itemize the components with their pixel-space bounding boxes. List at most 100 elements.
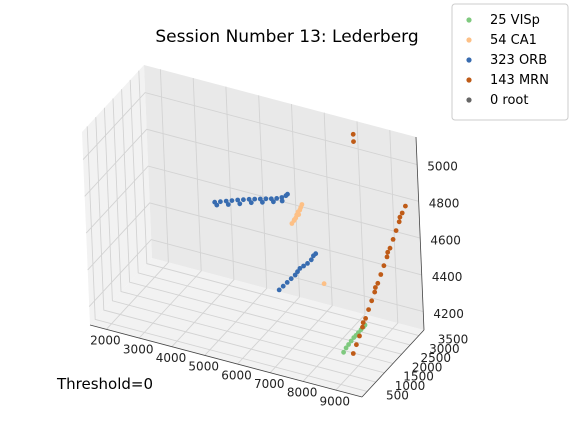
data-point: [363, 316, 368, 321]
data-point: [237, 201, 243, 207]
chart-title: Session Number 13: Lederberg: [155, 27, 418, 47]
data-point: [229, 198, 235, 204]
data-point: [350, 131, 356, 137]
legend-marker: [466, 97, 472, 103]
data-point: [297, 266, 303, 271]
x-tick-label: 8000: [287, 386, 318, 400]
y-tick-label: 3500: [438, 333, 469, 347]
legend-marker: [466, 57, 472, 63]
legend-label: 0 root: [490, 93, 528, 108]
legend-label: 323 ORB: [490, 53, 547, 68]
y-tick-label: 1000: [395, 379, 426, 393]
data-point: [252, 196, 258, 202]
data-point: [372, 289, 378, 295]
legend-label: 25 VISp: [490, 13, 540, 28]
data-point: [295, 269, 300, 275]
z-grid-line: [85, 165, 421, 239]
data-point: [279, 195, 285, 200]
y-tick-label: 2000: [412, 360, 443, 374]
data-point: [292, 217, 297, 223]
data-point: [308, 257, 314, 263]
legend-label: 143 MRN: [490, 73, 549, 88]
data-point: [288, 276, 294, 282]
data-point: [305, 261, 310, 266]
y-tick-label: 3000: [429, 342, 460, 356]
data-point: [301, 263, 306, 269]
z-axis-line: [415, 136, 425, 331]
data-point: [369, 298, 375, 304]
y-tick-label: 1500: [403, 370, 434, 384]
data-point: [351, 139, 356, 145]
data-point: [399, 210, 405, 216]
data-point: [396, 219, 402, 225]
data-point: [263, 196, 269, 202]
data-point: [225, 202, 231, 207]
data-point: [296, 212, 302, 218]
data-point: [241, 197, 246, 203]
z-tick-label: 4400: [432, 270, 463, 284]
x-tick-label: 3000: [123, 342, 154, 356]
data-point: [279, 198, 285, 204]
data-point: [381, 263, 387, 269]
data-point: [218, 199, 223, 205]
data-point: [285, 191, 290, 197]
y-tick-label: 500: [386, 388, 409, 402]
data-point: [373, 285, 378, 290]
data-points: [212, 131, 408, 356]
x-tick-label: 6000: [221, 368, 252, 382]
data-point: [321, 281, 327, 287]
data-point: [260, 199, 265, 205]
legend-marker: [466, 77, 472, 83]
x-tick-label: 2000: [90, 334, 121, 348]
data-point: [348, 338, 354, 344]
legend: 25 VISp 54 CA1 323 ORB 143 MRN 0 root: [451, 3, 569, 121]
data-point: [274, 196, 280, 201]
data-point: [354, 342, 359, 348]
x-tick-label: 9000: [320, 394, 351, 408]
grid-lines: [82, 69, 424, 392]
data-point: [360, 320, 366, 325]
x-axis-line: [89, 324, 363, 398]
data-point: [385, 249, 391, 255]
z-tick-label: 5000: [427, 160, 458, 174]
data-point: [357, 333, 362, 339]
data-point: [299, 202, 305, 207]
z-grid-line: [88, 239, 424, 313]
z-grid-line: [82, 92, 418, 166]
data-point: [341, 349, 346, 355]
x-tick-label: 4000: [156, 351, 187, 365]
data-point: [214, 202, 220, 208]
data-point: [390, 237, 396, 242]
data-point: [378, 272, 384, 277]
axis-lines: [89, 136, 425, 398]
legend-frame: [451, 3, 569, 121]
z-tick-label: 4800: [429, 197, 460, 211]
data-point: [343, 345, 349, 351]
data-point: [248, 200, 254, 206]
data-point: [271, 199, 276, 205]
data-point: [366, 307, 371, 312]
data-point: [375, 280, 381, 286]
y-tick-label: 2500: [421, 351, 452, 365]
data-point: [280, 283, 286, 289]
data-point: [313, 251, 319, 257]
data-point: [393, 228, 399, 234]
threshold-annotation: Threshold=0: [56, 375, 153, 393]
data-point: [403, 203, 408, 209]
data-point: [397, 214, 403, 220]
z-tick-label: 4600: [430, 233, 461, 247]
data-point: [360, 324, 365, 330]
data-point: [350, 351, 356, 356]
data-point: [387, 245, 393, 251]
z-tick-label: 4200: [433, 307, 464, 321]
data-point: [246, 196, 252, 202]
data-point: [276, 287, 282, 293]
z-grid-line: [87, 202, 422, 276]
legend-marker: [466, 37, 472, 43]
x-tick-label: 7000: [254, 377, 285, 391]
z-grid-line: [84, 128, 419, 202]
y-axis-line: [361, 329, 425, 398]
data-point: [235, 197, 241, 203]
